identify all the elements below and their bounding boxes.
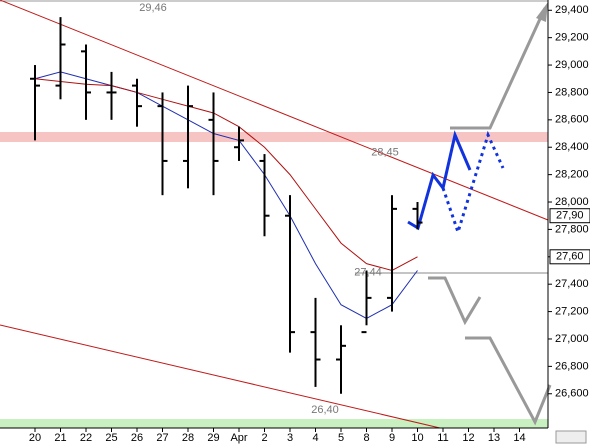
scenario-arrow [450,7,547,130]
nav-buttons[interactable] [555,430,587,444]
trend-line [0,0,549,221]
y-tick-label: 28,400 [555,141,589,153]
y-tick-label: 26,800 [555,360,589,372]
x-tick-label: 21 [54,432,66,444]
moving-average [34,71,418,319]
y-tick-label: 27,800 [555,223,589,235]
x-tick-label: 9 [389,432,395,444]
y-tick-label: 28,000 [555,196,589,208]
scenario-arrow [428,276,482,326]
x-tick-label: 2 [261,432,267,444]
x-tick-label: 13 [488,432,500,444]
x-tick-label: 4 [312,432,318,444]
x-tick-label: 10 [411,432,423,444]
arrow-head [536,2,548,22]
x-tick-label: 22 [80,432,92,444]
x-tick-label: 14 [513,432,525,444]
y-tick-label: 29,000 [555,59,589,71]
x-tick-label: 20 [29,432,41,444]
resistance-zone [0,132,548,142]
scenario-arrow [465,336,552,426]
price-marker-label: 27,90 [556,210,584,222]
y-tick-label: 29,400 [555,4,589,16]
x-tick-label: 3 [287,432,293,444]
x-tick-label: 27 [156,432,168,444]
x-tick-label: Apr [230,432,247,444]
y-tick-label: 27,000 [555,333,589,345]
x-tick-label: 5 [338,432,344,444]
price-marker [549,208,590,224]
x-tick-label: 11 [437,432,448,444]
support-zone [0,419,548,428]
x-tick-label: 8 [363,432,369,444]
trend-line [0,324,441,429]
y-tick-label: 28,800 [555,86,589,98]
y-tick-label: 27,400 [555,278,589,290]
moving-average [34,78,418,272]
y-tick-label: 28,200 [555,169,589,181]
x-tick-label: 12 [462,432,474,444]
x-tick-label: 25 [105,432,117,444]
level-annotation: 27,44 [354,267,382,279]
level-annotation: 28,45 [371,146,399,158]
x-tick-label: 26 [131,432,143,444]
forecast-path [441,130,505,237]
y-tick-label: 28,600 [555,114,589,126]
price-marker [549,249,590,265]
x-tick-label: 28 [182,432,194,444]
x-tick-label: 29 [207,432,219,444]
y-tick-label: 29,200 [555,32,589,44]
level-annotation: 26,40 [311,404,339,416]
price-marker-label: 27,60 [556,251,584,263]
forecast-path [407,130,472,231]
level-annotation: 29,46 [139,2,167,14]
y-tick-label: 26,600 [555,388,589,400]
y-tick-label: 27,200 [555,305,589,317]
nav-button[interactable] [555,430,587,444]
